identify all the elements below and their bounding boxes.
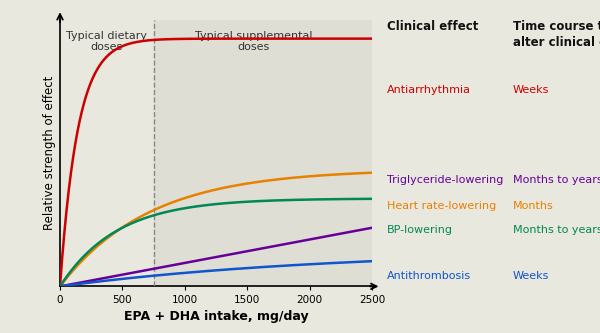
Text: Months to years: Months to years — [513, 175, 600, 185]
Text: Typical supplemental
doses: Typical supplemental doses — [194, 31, 312, 52]
Text: Weeks: Weeks — [513, 271, 550, 281]
Text: Antiarrhythmia: Antiarrhythmia — [387, 85, 471, 95]
Text: Triglyceride-lowering: Triglyceride-lowering — [387, 175, 503, 185]
X-axis label: EPA + DHA intake, mg/day: EPA + DHA intake, mg/day — [124, 310, 308, 323]
Text: Typical dietary
doses: Typical dietary doses — [67, 31, 148, 52]
Text: Heart rate-lowering: Heart rate-lowering — [387, 201, 496, 211]
Bar — [60, 20, 154, 286]
Text: Months to years: Months to years — [513, 225, 600, 235]
Bar — [154, 20, 372, 286]
Text: Clinical effect: Clinical effect — [387, 20, 478, 33]
Text: Time course to
alter clinical events: Time course to alter clinical events — [513, 20, 600, 49]
Text: BP-lowering: BP-lowering — [387, 225, 453, 235]
Text: Weeks: Weeks — [513, 85, 550, 95]
Text: Months: Months — [513, 201, 554, 211]
Text: Antithrombosis: Antithrombosis — [387, 271, 471, 281]
Y-axis label: Relative strength of effect: Relative strength of effect — [43, 76, 56, 230]
